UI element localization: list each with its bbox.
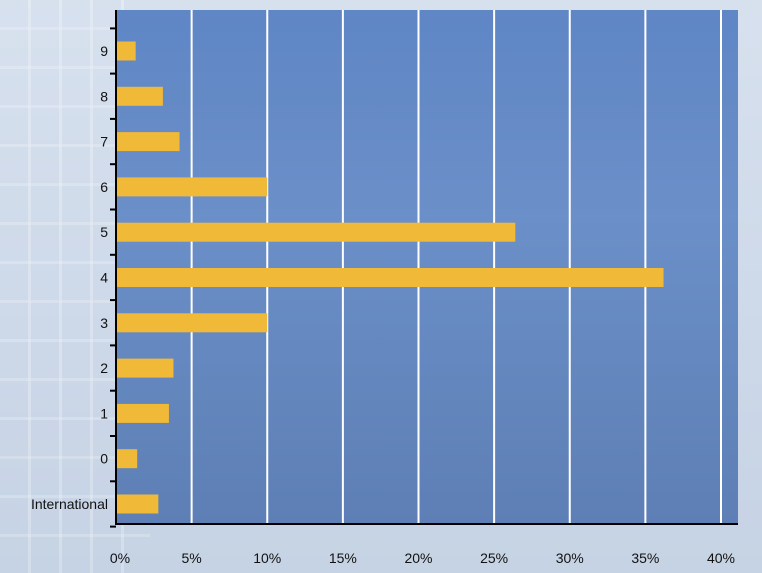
axes bbox=[110, 10, 738, 528]
x-tick-label: 35% bbox=[631, 550, 659, 566]
bar-0 bbox=[117, 449, 138, 469]
x-tick-label: 40% bbox=[707, 550, 735, 566]
x-tick-label: 10% bbox=[253, 550, 281, 566]
y-tick-label: 7 bbox=[100, 134, 108, 150]
y-tick-label: International bbox=[31, 496, 108, 512]
bar-5 bbox=[117, 222, 516, 242]
y-tick-label: 4 bbox=[100, 270, 108, 286]
tick-labels: 0% 5% 10% 15% 20% 25% 30% 35% 40% International 0 1… bbox=[31, 43, 735, 566]
bar-7 bbox=[117, 132, 180, 152]
y-tick-label: 3 bbox=[100, 315, 108, 331]
bar-6 bbox=[117, 177, 268, 197]
y-tick-label: 6 bbox=[100, 179, 108, 195]
bar-8 bbox=[117, 86, 163, 106]
y-tick-label: 0 bbox=[100, 451, 108, 467]
bar-4 bbox=[117, 268, 664, 287]
x-tick-label: 0% bbox=[110, 550, 130, 566]
x-tick-label: 20% bbox=[404, 550, 432, 566]
x-tick-label: 5% bbox=[182, 550, 202, 566]
gridlines bbox=[190, 10, 722, 524]
plot-area-background bbox=[116, 10, 738, 524]
bar-international bbox=[117, 494, 159, 514]
bar-9 bbox=[117, 41, 136, 61]
x-tick-label: 30% bbox=[556, 550, 584, 566]
y-tick-label: 1 bbox=[100, 405, 108, 421]
x-tick-label: 15% bbox=[329, 550, 357, 566]
bars bbox=[117, 41, 664, 514]
y-tick-label: 2 bbox=[100, 360, 108, 376]
y-tick-label: 5 bbox=[100, 224, 108, 240]
y-tick-label: 8 bbox=[100, 88, 108, 104]
bar-1 bbox=[117, 403, 169, 423]
x-tick-label: 25% bbox=[480, 550, 508, 566]
bar-2 bbox=[117, 358, 174, 378]
bar-3 bbox=[117, 313, 268, 333]
y-tick-label: 9 bbox=[100, 43, 108, 59]
